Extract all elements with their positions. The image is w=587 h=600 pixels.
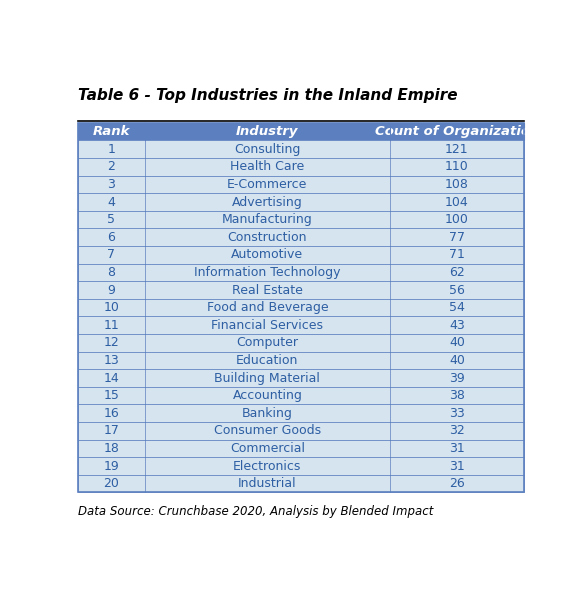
Bar [78,246,524,263]
Bar [78,211,524,229]
Text: Manufacturing: Manufacturing [222,213,313,226]
Text: 108: 108 [445,178,469,191]
Text: Automotive: Automotive [231,248,303,262]
Text: 11: 11 [103,319,119,332]
Text: 4: 4 [107,196,115,209]
Text: Electronics: Electronics [233,460,302,473]
Text: 13: 13 [103,354,119,367]
Text: 33: 33 [449,407,465,420]
Text: Industry: Industry [236,125,299,138]
Text: 40: 40 [449,337,465,349]
Text: 77: 77 [449,231,465,244]
Bar [78,387,524,404]
Text: 62: 62 [449,266,465,279]
Text: Health Care: Health Care [230,160,305,173]
Text: 71: 71 [449,248,465,262]
Text: Count of Organization: Count of Organization [375,125,539,138]
Text: 110: 110 [445,160,469,173]
Bar [78,334,524,352]
Text: 5: 5 [107,213,116,226]
Text: 15: 15 [103,389,119,402]
Bar [78,299,524,316]
Text: 3: 3 [107,178,115,191]
Text: 6: 6 [107,231,115,244]
Text: Banking: Banking [242,407,293,420]
Text: 7: 7 [107,248,116,262]
Text: Table 6 - Top Industries in the Inland Empire: Table 6 - Top Industries in the Inland E… [78,88,457,103]
Text: Real Estate: Real Estate [232,284,303,296]
Text: Computer: Computer [237,337,298,349]
Bar [78,440,524,457]
Text: 26: 26 [449,477,465,490]
Text: 19: 19 [103,460,119,473]
Bar [78,263,524,281]
Text: Education: Education [236,354,299,367]
Text: 100: 100 [445,213,469,226]
Text: 31: 31 [449,442,465,455]
Text: 17: 17 [103,424,119,437]
Text: 31: 31 [449,460,465,473]
Bar [78,316,524,334]
Text: Building Material: Building Material [214,371,321,385]
Bar [78,281,524,299]
Bar [78,176,524,193]
Text: 9: 9 [107,284,115,296]
Text: 16: 16 [103,407,119,420]
Text: Rank: Rank [93,125,130,138]
Text: 1: 1 [107,143,115,156]
Text: Accounting: Accounting [232,389,302,402]
Bar [78,140,524,158]
Text: Advertising: Advertising [232,196,303,209]
Text: Commercial: Commercial [230,442,305,455]
Bar [78,475,524,493]
Text: 18: 18 [103,442,119,455]
Bar [78,422,524,440]
Bar [78,158,524,176]
Text: 40: 40 [449,354,465,367]
Text: 43: 43 [449,319,465,332]
Text: Information Technology: Information Technology [194,266,340,279]
Text: 54: 54 [449,301,465,314]
Bar [78,229,524,246]
Text: Construction: Construction [228,231,307,244]
Bar [78,404,524,422]
Text: 39: 39 [449,371,465,385]
Bar [78,369,524,387]
Text: Food and Beverage: Food and Beverage [207,301,328,314]
Text: 20: 20 [103,477,119,490]
Text: Data Source: Crunchbase 2020, Analysis by Blended Impact: Data Source: Crunchbase 2020, Analysis b… [78,505,433,518]
Text: 12: 12 [103,337,119,349]
Text: 104: 104 [445,196,469,209]
Text: E-Commerce: E-Commerce [227,178,308,191]
Text: 8: 8 [107,266,116,279]
Text: 56: 56 [449,284,465,296]
Text: Industrial: Industrial [238,477,296,490]
Text: Financial Services: Financial Services [211,319,323,332]
Text: 121: 121 [445,143,468,156]
Text: 2: 2 [107,160,115,173]
Text: Consulting: Consulting [234,143,301,156]
Bar [78,193,524,211]
Text: 38: 38 [449,389,465,402]
Text: Consumer Goods: Consumer Goods [214,424,321,437]
Bar [78,123,524,140]
Text: 32: 32 [449,424,465,437]
Bar [78,123,524,493]
Bar [78,352,524,369]
Text: 10: 10 [103,301,119,314]
Text: 14: 14 [103,371,119,385]
Bar [78,457,524,475]
